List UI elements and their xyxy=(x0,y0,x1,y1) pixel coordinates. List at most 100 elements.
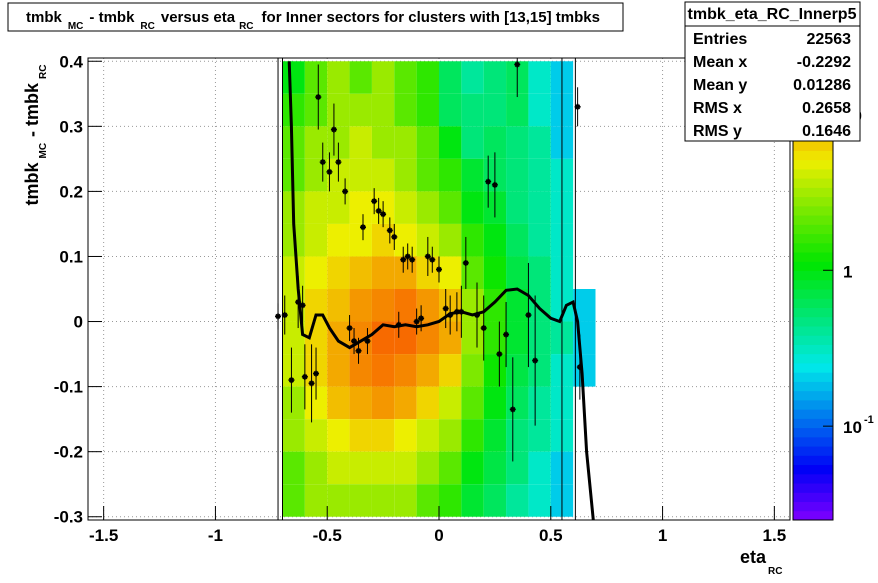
y-tick-label: 0.3 xyxy=(59,117,83,136)
palette-band xyxy=(793,344,833,355)
palette-band xyxy=(793,270,833,281)
heat-cell xyxy=(528,223,551,257)
heat-cell xyxy=(282,256,305,289)
y-tick-label: 0.4 xyxy=(59,52,83,71)
heat-cell xyxy=(483,484,507,517)
heat-cell xyxy=(394,419,417,452)
stats-box: tmbk_eta_RC_Innerp5 Entries 22563 Mean x -0… xyxy=(684,1,861,142)
heat-cell xyxy=(439,354,462,387)
x-axis-label: etaRC xyxy=(740,547,782,577)
point xyxy=(496,351,503,358)
palette-band xyxy=(793,418,833,429)
heat-cell xyxy=(506,256,529,289)
z-tick-label: 10 xyxy=(843,418,862,437)
title-part: - tmbk xyxy=(89,9,135,26)
palette-band xyxy=(793,252,833,262)
heat-cell xyxy=(483,93,507,127)
point xyxy=(301,373,308,380)
title-part: versus eta xyxy=(161,9,236,26)
fit-curve xyxy=(287,61,595,520)
heat-cell xyxy=(461,61,484,94)
palette-band xyxy=(793,446,833,456)
palette-band xyxy=(793,289,833,299)
heat-cell xyxy=(349,484,372,517)
heat-cell xyxy=(528,256,551,289)
heat-cell xyxy=(327,191,350,224)
heat-cell xyxy=(349,386,372,420)
axes: -1.5 -1 -0.5 0 0.5 1 1.5 -0.3 -0.2 -0.1 0 0.1 0.2 0.3… xyxy=(54,52,786,545)
heat-cell xyxy=(506,484,529,517)
heat-cell xyxy=(304,289,328,322)
z-tick-label: 1 xyxy=(843,262,852,281)
palette-band xyxy=(793,187,833,198)
heat-cell xyxy=(483,223,507,257)
palette-band xyxy=(793,436,833,447)
point xyxy=(308,380,315,387)
point xyxy=(342,188,349,195)
heat-cell xyxy=(327,256,350,289)
heat-cell xyxy=(394,289,417,322)
point xyxy=(346,325,353,332)
heat-cell xyxy=(461,419,484,452)
x-tick-label: -1 xyxy=(208,526,223,545)
x-tick-label: -0.5 xyxy=(313,526,342,545)
palette-band xyxy=(793,390,833,401)
heat-cell xyxy=(416,61,439,94)
point xyxy=(299,302,306,309)
heat-cell xyxy=(371,386,395,420)
y-tick-label: -0.2 xyxy=(54,443,83,462)
heat-cell xyxy=(304,386,328,420)
palette-band xyxy=(793,427,833,438)
palette-band xyxy=(793,242,833,253)
point xyxy=(400,256,407,263)
heat-cell xyxy=(327,93,350,127)
point xyxy=(447,312,454,319)
heat-cell xyxy=(506,93,529,127)
heat-cell xyxy=(371,354,395,387)
palette-band xyxy=(793,381,833,392)
heat-cell xyxy=(506,354,529,387)
heat-cell xyxy=(416,321,439,355)
palette-band xyxy=(793,325,833,336)
stats-value: 0.01286 xyxy=(793,77,851,94)
heat-cell xyxy=(506,289,529,322)
z-tick-exponent: -1 xyxy=(864,414,874,426)
point xyxy=(375,207,382,214)
heat-cell xyxy=(416,126,439,159)
palette-band xyxy=(793,510,833,521)
xlabel-part: eta xyxy=(740,547,767,567)
point xyxy=(474,312,481,319)
stats-value: -0.2292 xyxy=(797,54,851,71)
heat-cell xyxy=(327,223,350,257)
heat-cell xyxy=(327,419,350,452)
stats-value: 0.1646 xyxy=(802,123,851,140)
palette-band xyxy=(793,261,833,272)
heat-cell xyxy=(461,126,484,159)
heat-cell xyxy=(304,126,328,159)
heat-cell xyxy=(327,289,350,322)
heat-cell xyxy=(439,419,462,452)
heat-cell xyxy=(461,321,484,355)
palette-band xyxy=(793,279,833,290)
ylabel-sub: MC xyxy=(38,143,49,159)
heat-cell xyxy=(439,126,462,159)
heat-cell xyxy=(371,93,395,127)
point xyxy=(576,364,583,371)
point xyxy=(574,103,581,110)
heat-cell xyxy=(304,451,328,485)
heat-cell xyxy=(416,451,439,485)
ylabel-part: tmbk xyxy=(22,162,42,206)
point xyxy=(404,253,411,260)
point xyxy=(355,347,362,354)
point xyxy=(509,406,516,413)
stats-frame xyxy=(684,1,861,142)
palette-band xyxy=(793,196,833,207)
heat-cell xyxy=(394,191,417,224)
heat-cell xyxy=(506,126,529,159)
heat-cell xyxy=(483,61,507,94)
heat-cell xyxy=(327,386,350,420)
title-sub: RC xyxy=(140,21,154,32)
palette-band xyxy=(793,298,833,308)
heat-cell xyxy=(461,484,484,517)
palette-band xyxy=(793,362,833,373)
